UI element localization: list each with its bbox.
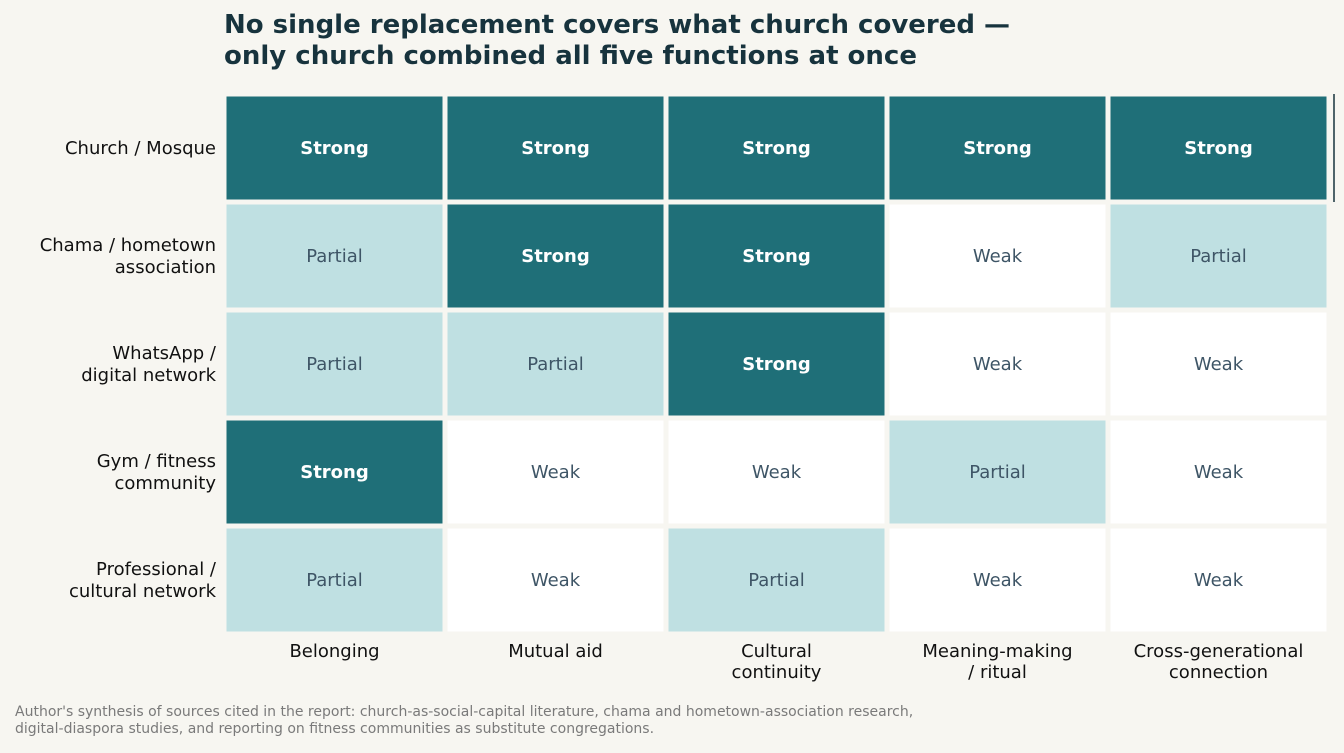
column-label: connection (1169, 662, 1268, 683)
column-label: Meaning-making (922, 641, 1072, 662)
heatmap-cell-label: Weak (973, 246, 1023, 267)
heatmap-cell (447, 96, 664, 200)
heatmap-cell (889, 312, 1106, 416)
heatmap-cell (226, 528, 443, 632)
heatmap-cell-label: Strong (742, 246, 811, 267)
heatmap-cell (668, 204, 885, 308)
chart-title: No single replacement covers what church… (224, 10, 1224, 72)
heatmap-cell-label: Strong (742, 138, 811, 159)
heatmap-cell-label: Partial (1190, 246, 1247, 267)
row-label: digital network (81, 365, 216, 386)
heatmap-cell-label: Weak (1194, 354, 1244, 375)
heatmap-cell-label: Partial (306, 354, 363, 375)
source-note-line-1: Author's synthesis of sources cited in t… (15, 704, 914, 720)
row-label: association (115, 257, 216, 278)
heatmap-cell (668, 420, 885, 524)
heatmap-cell-label: Weak (973, 354, 1023, 375)
row-label: WhatsApp / (112, 343, 217, 364)
heatmap-cell (1110, 420, 1327, 524)
heatmap-cell-label: Partial (969, 462, 1026, 483)
row-label: Gym / fitness (97, 451, 216, 472)
heatmap-cell-label: Weak (1194, 462, 1244, 483)
heatmap-cell-label: Partial (527, 354, 584, 375)
heatmap-cell-label: Strong (521, 246, 590, 267)
source-note-line-2: digital-diaspora studies, and reporting … (15, 721, 655, 737)
heatmap-cell (447, 312, 664, 416)
column-label: Cross-generational (1134, 641, 1304, 662)
row-label: Chama / hometown (40, 235, 216, 256)
heatmap-cell (1110, 312, 1327, 416)
chart-title-line-1: No single replacement covers what church… (224, 10, 1011, 40)
row-label: Church / Mosque (65, 138, 216, 159)
heatmap-chart: Strong Strong Strong Strong Strong Partial Str… (40, 94, 1335, 683)
heatmap-cell-label: Partial (306, 570, 363, 591)
heatmap-cell-label: Strong (300, 138, 369, 159)
heatmap-cell-label: Weak (752, 462, 802, 483)
row-label: cultural network (69, 581, 217, 602)
heatmap-cell (1110, 204, 1327, 308)
heatmap-cell (1110, 96, 1327, 200)
heatmap-cell (226, 204, 443, 308)
heatmap-cell-label: Partial (306, 246, 363, 267)
heatmap-cell-label: Weak (1194, 570, 1244, 591)
row-label: Professional / (96, 559, 217, 580)
heatmap-cell-label: Strong (1184, 138, 1253, 159)
chart-title-line-2: only church combined all five functions … (224, 41, 917, 71)
heatmap-cell (889, 528, 1106, 632)
row-label: community (114, 473, 216, 494)
heatmap-cell-label: Strong (963, 138, 1032, 159)
heatmap-cell-label: Weak (531, 570, 581, 591)
heatmap-cell (889, 420, 1106, 524)
heatmap-cell-label: Strong (521, 138, 590, 159)
heatmap-cell (889, 204, 1106, 308)
source-note: Author's synthesis of sources cited in t… (15, 704, 1115, 738)
heatmap-cell-label: Weak (973, 570, 1023, 591)
column-label: Cultural (741, 641, 812, 662)
column-label: Belonging (289, 641, 379, 662)
heatmap-cell (889, 96, 1106, 200)
column-label: continuity (732, 662, 822, 683)
heatmap-cell (226, 312, 443, 416)
heatmap-cell (668, 312, 885, 416)
heatmap-cell (668, 528, 885, 632)
heatmap-cell (447, 420, 664, 524)
heatmap-cell (226, 96, 443, 200)
heatmap-cell-label: Strong (742, 354, 811, 375)
heatmap-cell-label: Strong (300, 462, 369, 483)
heatmap-cell (1110, 528, 1327, 632)
heatmap-cell (226, 420, 443, 524)
column-label: Mutual aid (508, 641, 603, 662)
heatmap-cell (447, 204, 664, 308)
heatmap-cell (447, 528, 664, 632)
column-label: / ritual (968, 662, 1027, 683)
heatmap-cell (668, 96, 885, 200)
heatmap-cell-label: Partial (748, 570, 805, 591)
heatmap-cell-label: Weak (531, 462, 581, 483)
